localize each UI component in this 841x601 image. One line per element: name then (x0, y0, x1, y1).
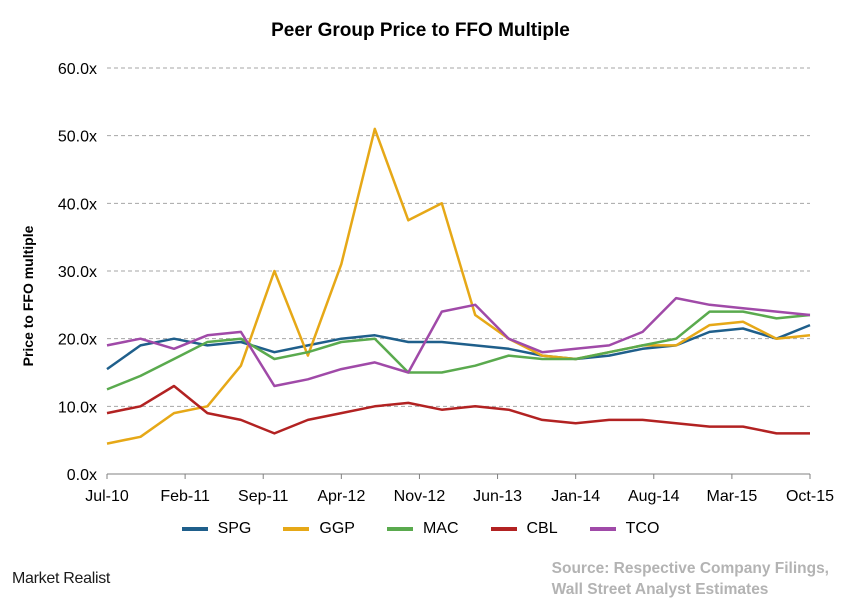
series-line-spg (106, 323, 811, 371)
x-tick-label: Aug-14 (628, 488, 680, 505)
legend-swatch-ggp (283, 527, 310, 531)
legend-swatch-tco (589, 527, 616, 531)
y-tick-labels: 0.0x 10.0x 20.0x 30.0x 40.0x 50.0x 60.0x (58, 61, 97, 484)
x-tick-label: Jul-10 (85, 488, 129, 505)
brand-text: Market Realist (12, 570, 111, 587)
x-tick-label: Mar-15 (707, 488, 758, 505)
legend-item-spg: SPG (181, 520, 252, 538)
brand-logo: Market Realist (12, 570, 110, 588)
legend-swatch-spg (181, 527, 208, 531)
chart-title: Peer Group Price to FFO Multiple (271, 20, 570, 41)
y-tick-label: 0.0x (67, 467, 97, 484)
legend-label-spg: SPG (217, 520, 252, 537)
source-line-2: Wall Street Analyst Estimates (551, 581, 769, 598)
series-lines (106, 127, 811, 445)
y-tick-label: 40.0x (58, 196, 97, 213)
legend-swatch-mac (386, 527, 413, 531)
series-line-ggp (106, 127, 811, 445)
legend-label-cbl: CBL (526, 520, 558, 537)
y-axis-label: Price to FFO multiple (20, 225, 36, 367)
legend-item-tco: TCO (589, 520, 660, 538)
series-line-tco (106, 296, 811, 388)
x-tick-label: Sep-11 (238, 488, 289, 505)
x-tick-label: Apr-12 (317, 488, 365, 505)
x-tick-labels: Jul-10 Feb-11 Sep-11 Apr-12 Nov-12 Jun-13 Jan-… (85, 488, 834, 505)
series-line-cbl (106, 384, 810, 435)
x-tick-label: Feb-11 (160, 488, 210, 505)
legend-item-mac: MAC (386, 520, 459, 538)
legend-swatch-cbl (490, 527, 517, 531)
legend-label-tco: TCO (625, 520, 660, 537)
legend-label-ggp: GGP (319, 520, 355, 537)
y-tick-label: 60.0x (58, 61, 97, 78)
y-tick-label: 10.0x (58, 399, 97, 416)
x-tick-label: Nov-12 (394, 488, 446, 505)
series-line-mac (106, 310, 811, 391)
legend-item-ggp: GGP (283, 520, 355, 538)
source-line-1: Source: Respective Company Filings, (551, 560, 829, 577)
y-tick-label: 30.0x (58, 264, 97, 281)
x-tick-label: Oct-15 (786, 488, 834, 505)
source-note: Source: Respective Company Filings, Wall… (552, 558, 829, 600)
legend-label-mac: MAC (422, 520, 459, 537)
axes (106, 473, 811, 479)
y-tick-label: 50.0x (58, 129, 97, 146)
x-tick-label: Jun-13 (473, 488, 522, 505)
y-tick-label: 20.0x (58, 332, 97, 349)
legend: SPG GGP MAC CBL TCO (0, 520, 841, 538)
legend-item-cbl: CBL (490, 520, 558, 538)
x-tick-label: Jan-14 (551, 488, 600, 505)
gridlines (107, 67, 810, 407)
